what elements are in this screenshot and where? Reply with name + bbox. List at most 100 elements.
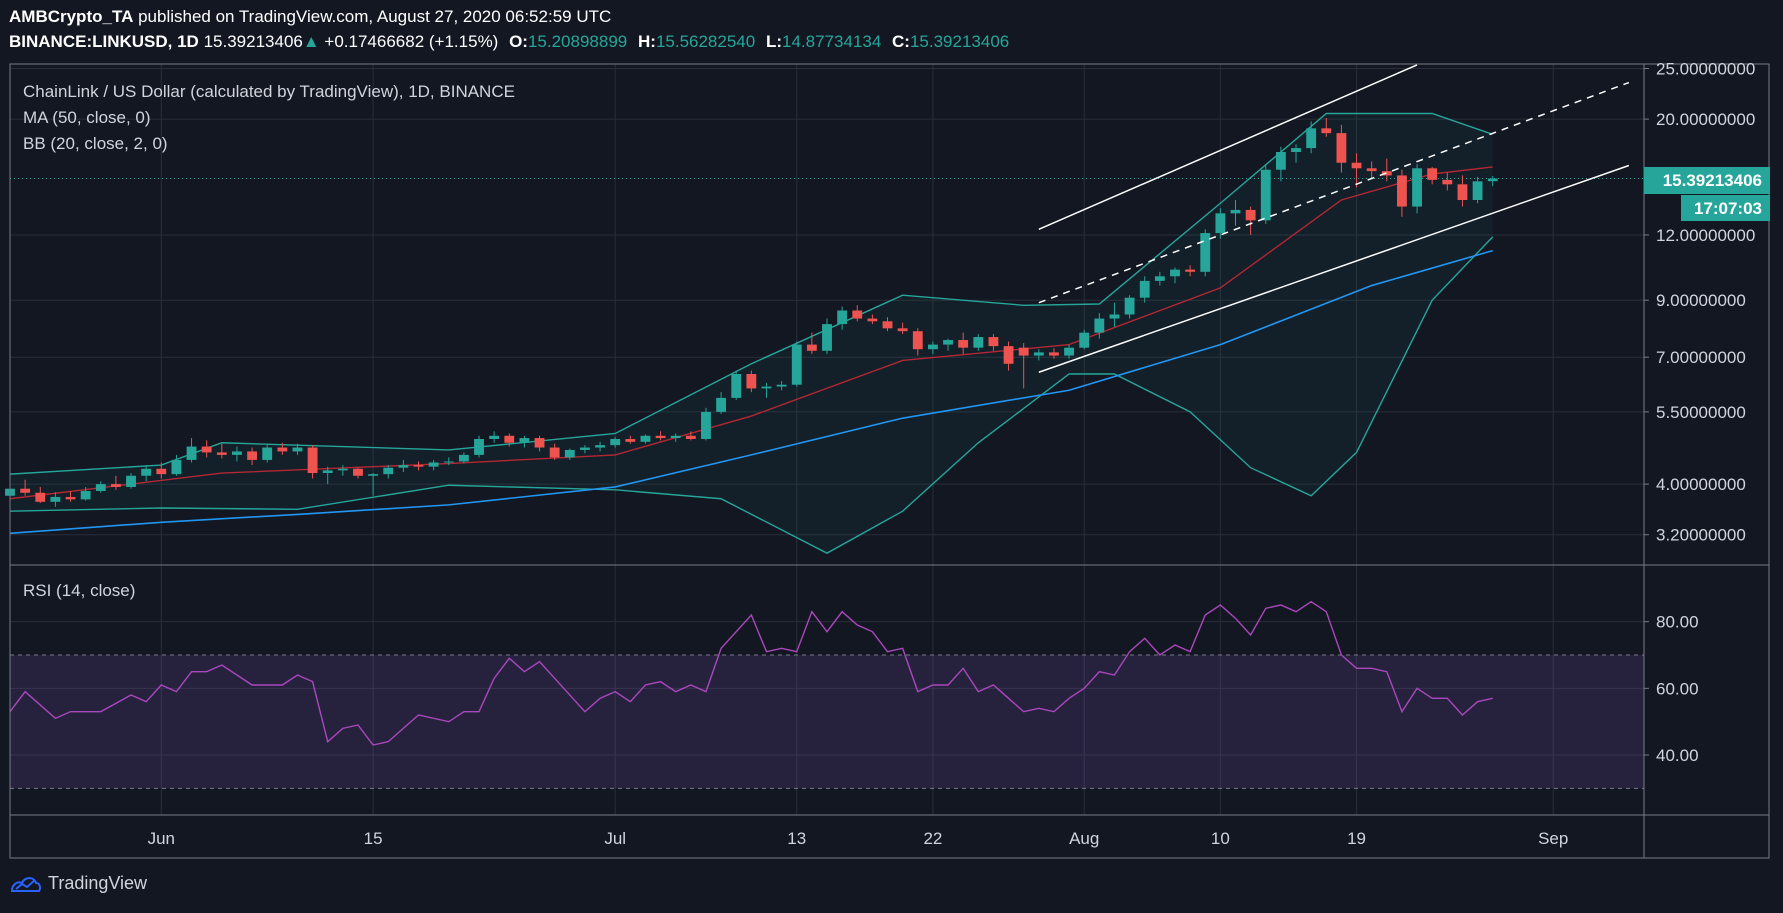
candle-body <box>912 331 923 350</box>
candle-body <box>262 447 273 460</box>
price-tick-label: 9.00000000 <box>1656 291 1746 310</box>
rsi-axis[interactable]: 80.00 60.00 40.00 <box>1644 613 1699 765</box>
legend-title[interactable]: ChainLink / US Dollar (calculated by Tra… <box>23 82 515 101</box>
symbol-ohlc-bar: BINANCE:LINKUSD, 1D 15.39213406▲ +0.1746… <box>9 32 1009 52</box>
candle-body <box>731 373 742 398</box>
candle-body <box>1154 276 1165 281</box>
close-label: C: <box>892 32 910 51</box>
candle-body <box>20 488 31 493</box>
candle-body <box>383 467 394 475</box>
candle-body <box>428 462 439 467</box>
current-price-label: 15.39213406 <box>1663 171 1762 190</box>
legend-bb[interactable]: BB (20, close, 2, 0) <box>23 134 168 153</box>
candle-body <box>50 496 61 502</box>
high-value: 15.56282540 <box>655 32 756 51</box>
time-tick-label: Sep <box>1538 829 1568 848</box>
overlay-lines <box>9 112 1644 554</box>
price-axis[interactable]: 25.00000000 20.00000000 12.00000000 9.00000… <box>1644 59 1755 545</box>
publisher-name[interactable]: AMBCrypto_TA <box>9 7 134 26</box>
candle-body <box>1366 168 1377 172</box>
candle-body <box>232 451 242 455</box>
candle-body <box>247 451 257 460</box>
candle-body <box>534 438 545 448</box>
candle-body <box>1124 297 1135 315</box>
candle-body <box>701 411 711 440</box>
bb-lower-line <box>9 236 1494 554</box>
candles <box>5 117 1498 507</box>
candle-body <box>1215 213 1226 234</box>
candle-body <box>80 491 91 500</box>
published-text: published on TradingView.com, August 27,… <box>138 7 612 26</box>
candle-body <box>867 318 878 322</box>
high-label: H: <box>637 32 656 51</box>
tradingview-footer[interactable]: TradingView <box>10 873 147 894</box>
rsi-tick-label: 40.00 <box>1656 746 1699 765</box>
low-label: L: <box>765 32 782 51</box>
candle-body <box>806 344 817 351</box>
candle-body <box>1094 318 1105 333</box>
candle-body <box>277 447 288 452</box>
candle-body <box>1003 346 1014 364</box>
candle-body <box>216 452 227 455</box>
candle-body <box>1457 184 1468 200</box>
price-tick-label: 25.00000000 <box>1656 59 1755 78</box>
candle-body <box>186 446 197 460</box>
candle-body <box>1109 314 1120 319</box>
channel-middle-line[interactable] <box>1038 81 1630 304</box>
candle-body <box>1487 178 1498 182</box>
candle-body <box>1200 233 1211 272</box>
candle-body <box>1412 168 1422 207</box>
time-tick-label: Jul <box>604 829 626 848</box>
rsi-line <box>9 600 1493 746</box>
publish-info: AMBCrypto_TA published on TradingView.co… <box>9 7 611 27</box>
up-triangle-icon: ▲ <box>302 32 320 51</box>
countdown-label: 17:07:03 <box>1694 199 1762 218</box>
candle-body <box>474 439 484 455</box>
outer-border <box>9 63 1770 859</box>
candle-body <box>1291 148 1301 152</box>
current-price-tag <box>1644 167 1770 194</box>
time-tick-label: 19 <box>1347 829 1366 848</box>
candle-body <box>110 484 121 487</box>
last-price: 15.39213406 <box>203 32 303 51</box>
candle-body <box>1170 269 1180 277</box>
candle-body <box>443 461 454 463</box>
candle-body <box>307 447 318 474</box>
candle-body <box>1230 209 1241 214</box>
candle-body <box>610 439 621 446</box>
time-tick-label: 22 <box>923 829 942 848</box>
candle-body <box>973 337 984 348</box>
candle-body <box>1260 169 1271 221</box>
candle-body <box>897 328 908 332</box>
candle-body <box>958 340 969 348</box>
open-value: 15.20898899 <box>527 32 628 51</box>
legend-ma[interactable]: MA (50, close, 0) <box>23 108 151 127</box>
candle-body <box>670 435 681 439</box>
candle-body <box>292 447 303 452</box>
price-tick-label: 20.00000000 <box>1656 110 1755 129</box>
channel-upper-line[interactable] <box>1038 64 1418 231</box>
countdown-tag <box>1681 195 1770 221</box>
candle-body <box>156 468 167 475</box>
candle-body <box>1064 347 1074 356</box>
candle-body <box>1245 209 1256 221</box>
price-tick-label: 5.50000000 <box>1656 403 1746 422</box>
tradingview-logo-icon <box>10 876 41 892</box>
time-axis[interactable]: Jun 15 Jul 13 22 Aug 10 19 Sep <box>148 829 1569 848</box>
candle-body <box>1397 175 1407 207</box>
candle-body <box>1139 280 1150 298</box>
candle-body <box>504 435 515 443</box>
pane-frame <box>9 63 1770 859</box>
candle-body <box>1351 162 1362 169</box>
legend-rsi[interactable]: RSI (14, close) <box>23 581 135 600</box>
parallel-channel[interactable] <box>1038 64 1630 373</box>
open-label: O: <box>509 32 528 51</box>
candle-body <box>398 465 409 468</box>
candle-body <box>927 344 938 350</box>
candle-body <box>458 454 469 462</box>
candle-body <box>65 496 76 500</box>
channel-lower-line[interactable] <box>1038 164 1630 373</box>
candle-body <box>1033 352 1044 356</box>
candle-body <box>201 446 212 453</box>
